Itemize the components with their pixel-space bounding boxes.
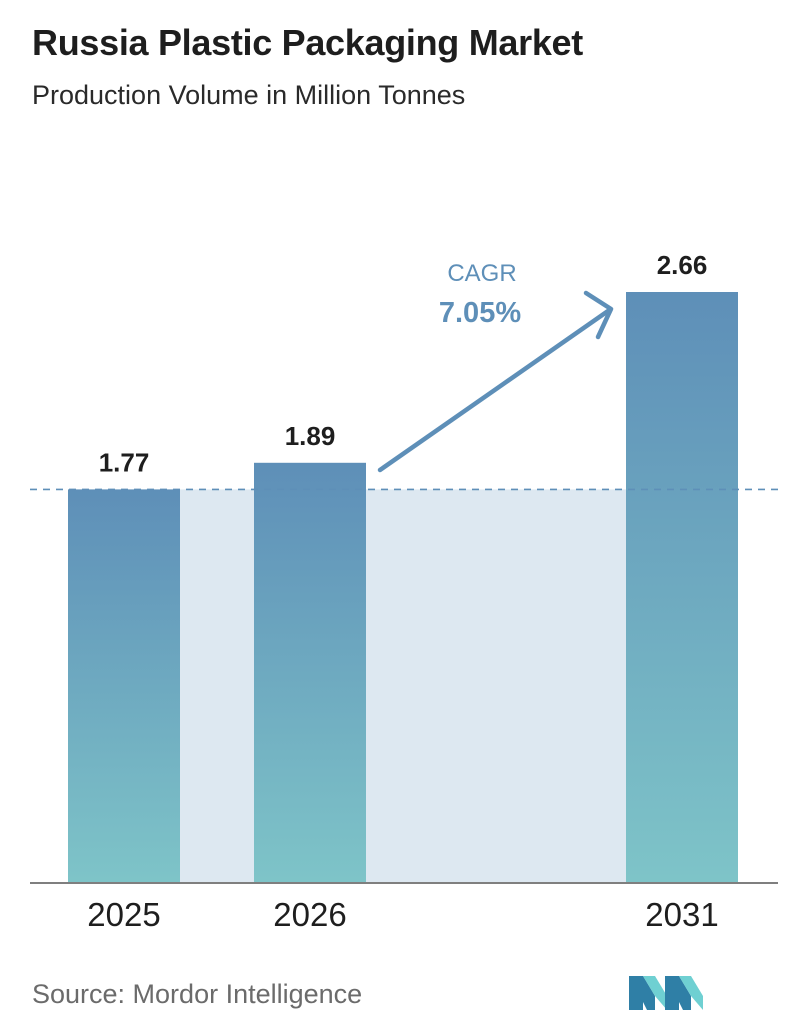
x-tick-label-2031: 2031 xyxy=(645,896,718,933)
chart-subtitle: Production Volume in Million Tonnes xyxy=(32,80,466,110)
x-tick-label-2026: 2026 xyxy=(273,896,346,933)
cagr-label: CAGR xyxy=(447,260,516,287)
x-tick-label-2025: 2025 xyxy=(87,896,160,933)
value-label-2025: 1.77 xyxy=(99,447,150,477)
value-label-2031: 2.66 xyxy=(657,250,708,280)
source-note: Source: Mordor Intelligence xyxy=(32,979,363,1009)
mordor-intelligence-logo-icon xyxy=(629,976,703,1010)
chart-title: Russia Plastic Packaging Market xyxy=(32,22,583,63)
cagr-arrow-shaft xyxy=(377,308,611,473)
bar-2026 xyxy=(254,462,366,882)
bar-2025 xyxy=(68,489,180,882)
bar-2031 xyxy=(626,292,738,882)
value-label-2026: 1.89 xyxy=(285,421,336,451)
cagr-arrow-head xyxy=(583,290,614,340)
cagr-value: 7.05% xyxy=(439,297,521,329)
